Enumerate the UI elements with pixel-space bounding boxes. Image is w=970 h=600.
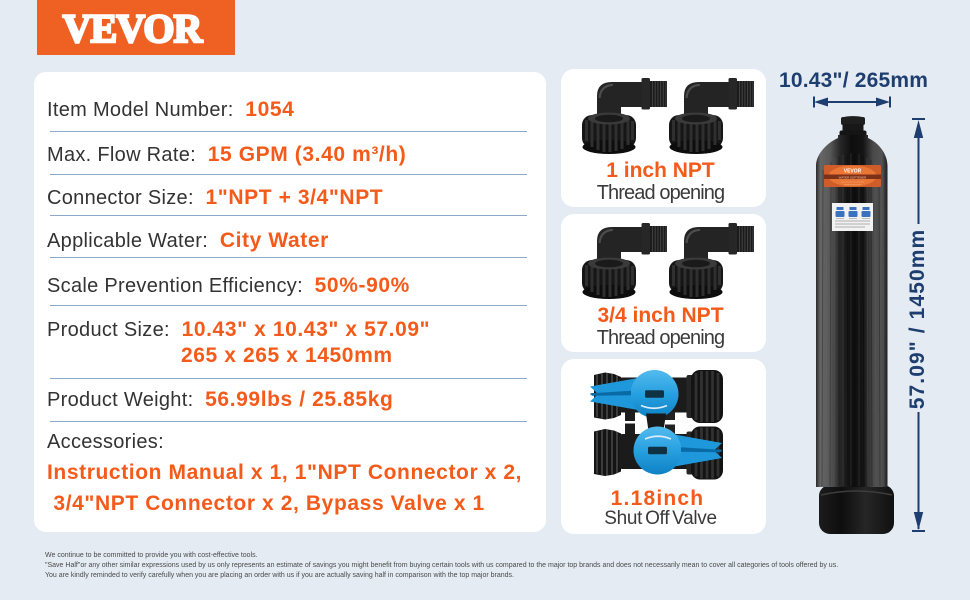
svg-text:WATER SOFTENER: WATER SOFTENER <box>839 175 868 179</box>
svg-text:VEVOR: VEVOR <box>844 169 862 175</box>
